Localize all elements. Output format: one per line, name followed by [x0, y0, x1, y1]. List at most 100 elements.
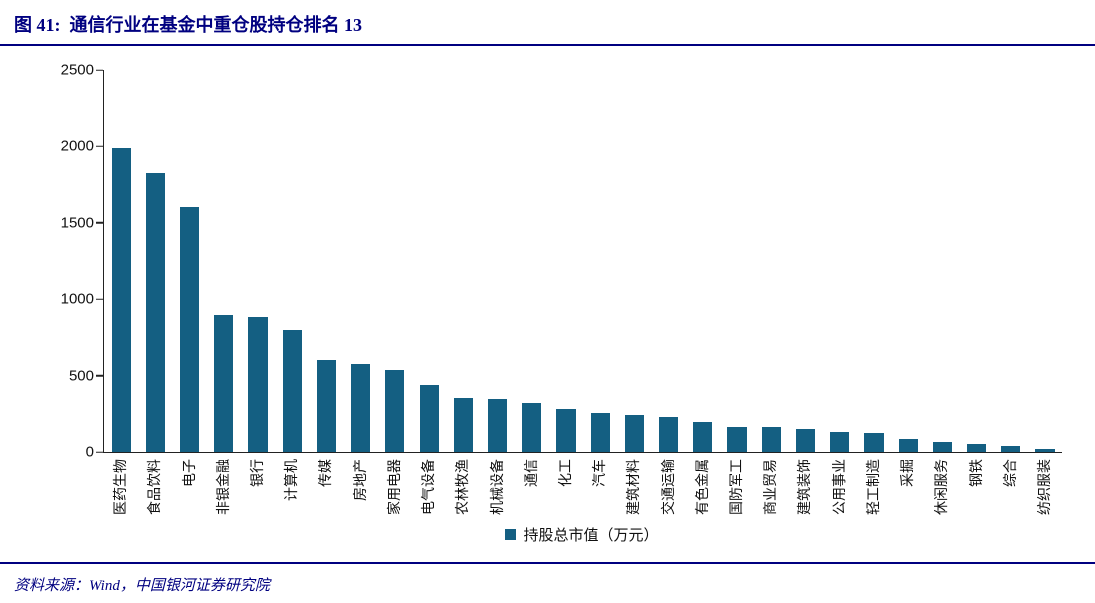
x-axis-label: 国防军工 — [728, 459, 745, 515]
x-axis-label: 电气设备 — [420, 459, 437, 515]
x-axis-label: 有色金属 — [693, 459, 710, 515]
x-axis-label: 建筑材料 — [625, 459, 642, 515]
bar — [351, 364, 371, 452]
bar-column — [959, 70, 993, 452]
bar — [522, 403, 542, 452]
bar-column — [309, 70, 343, 452]
y-tick-mark — [96, 451, 103, 453]
bar-column — [549, 70, 583, 452]
x-axis-label: 食品饮料 — [146, 459, 163, 515]
bar-column — [138, 70, 172, 452]
bar — [795, 429, 816, 452]
bar — [830, 432, 850, 452]
x-axis-label: 房地产 — [351, 459, 368, 501]
x-axis-label: 综合 — [1001, 459, 1018, 487]
x-axis-label: 纺织服装 — [1036, 459, 1053, 515]
x-axis-label: 电子 — [180, 459, 197, 487]
bar — [727, 426, 747, 452]
x-axis-label: 商业贸易 — [762, 459, 779, 515]
y-tick-label: 2500 — [60, 61, 94, 79]
x-axis-label: 传媒 — [317, 459, 334, 487]
bar-column — [515, 70, 549, 452]
bar — [214, 315, 234, 452]
bar-column — [617, 70, 651, 452]
x-axis-label: 家用电器 — [385, 459, 402, 515]
bar — [898, 439, 918, 452]
bar-column — [686, 70, 720, 452]
bar — [145, 173, 165, 452]
bar — [590, 413, 610, 452]
y-tick-mark — [96, 222, 103, 224]
bar-column — [412, 70, 446, 452]
bar — [419, 384, 439, 452]
bar — [693, 422, 713, 452]
bar-column — [994, 70, 1028, 452]
bar-column — [378, 70, 412, 452]
x-axis-label: 休闲服务 — [933, 459, 950, 515]
y-tick-mark — [96, 145, 103, 148]
bar — [932, 442, 952, 452]
x-axis-label: 钢铁 — [967, 459, 984, 487]
x-axis-label: 机械设备 — [488, 459, 505, 515]
plot-area — [96, 69, 1062, 453]
bar — [556, 409, 576, 452]
x-axis-label: 采掘 — [899, 459, 916, 487]
x-axis-label: 汽车 — [591, 459, 608, 487]
bar — [111, 147, 131, 452]
bar-column — [583, 70, 617, 452]
bar-column — [172, 70, 206, 452]
x-axis-label: 轻工制造 — [864, 459, 881, 515]
bar-column — [241, 70, 275, 452]
bar-column — [720, 70, 754, 452]
title-divider — [0, 44, 1095, 46]
bar-column — [446, 70, 480, 452]
x-axis-label: 公用事业 — [830, 459, 847, 515]
bar-column — [1028, 70, 1062, 452]
x-axis-label: 银行 — [248, 459, 265, 487]
x-axis-label: 医药生物 — [112, 459, 129, 515]
y-tick-label: 0 — [85, 443, 94, 461]
bar-column — [104, 70, 138, 452]
x-axis-label: 非银金融 — [214, 459, 231, 515]
bar — [659, 416, 679, 452]
bar-column — [891, 70, 925, 452]
bar — [1001, 445, 1021, 452]
bar-column — [275, 70, 309, 452]
y-tick-mark — [96, 298, 103, 300]
y-tick-label: 500 — [68, 367, 94, 385]
bar-column — [857, 70, 891, 452]
y-tick-label: 1000 — [60, 290, 94, 308]
legend: 持股总市值（万元） — [103, 524, 1061, 545]
y-tick-label: 2000 — [60, 137, 94, 155]
x-axis-label: 交通运输 — [659, 459, 676, 515]
y-axis: 0 500 1000 1500 2000 2500 — [28, 63, 94, 460]
bar-column — [754, 70, 788, 452]
bar — [282, 329, 302, 452]
bar — [624, 415, 644, 452]
y-tick-label: 1500 — [60, 214, 94, 232]
bar-column — [344, 70, 378, 452]
source-note: 资料来源：Wind，中国银河证券研究院 — [14, 578, 270, 594]
bar — [179, 206, 200, 452]
x-axis-label: 建筑装饰 — [796, 459, 813, 515]
bar-column — [925, 70, 959, 452]
bar — [453, 397, 473, 452]
figure-title: 图 41: 通信行业在基金中重仓股持仓排名 13 — [14, 15, 362, 35]
bar — [864, 432, 884, 452]
bar-column — [823, 70, 857, 452]
source-divider — [0, 562, 1095, 564]
legend-marker-icon — [505, 529, 517, 540]
legend-label: 持股总市值（万元） — [523, 527, 659, 544]
bar-column — [207, 70, 241, 452]
bar — [248, 316, 268, 452]
x-axis-label: 计算机 — [283, 459, 300, 501]
bar-column — [480, 70, 514, 452]
bar — [385, 370, 405, 452]
bar-column — [788, 70, 822, 452]
bar-column — [652, 70, 686, 452]
x-axis-label: 通信 — [522, 459, 539, 487]
y-tick-mark — [96, 374, 103, 377]
x-axis-label: 化工 — [556, 459, 573, 487]
bar — [761, 427, 781, 452]
